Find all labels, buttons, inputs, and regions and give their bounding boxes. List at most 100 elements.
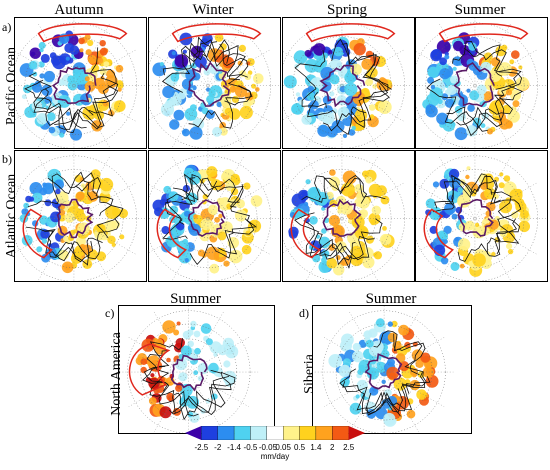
colorbar-tick-label: -0.5	[243, 443, 258, 452]
field-blob	[439, 68, 451, 80]
coastline	[44, 229, 103, 263]
panel-c-title: Summer	[170, 291, 221, 307]
field-blob	[443, 225, 452, 234]
field-blob	[45, 247, 57, 259]
field-blob	[38, 41, 46, 50]
field-blob	[342, 358, 352, 367]
coastline	[181, 174, 240, 203]
field-blob	[147, 355, 161, 369]
field-blob	[475, 222, 480, 227]
field-blob	[119, 234, 125, 240]
field-blob	[55, 191, 69, 205]
region-outline	[423, 208, 454, 259]
field-blob	[67, 75, 76, 84]
field-blob	[173, 109, 185, 121]
field-blob	[459, 263, 465, 269]
field-blob	[339, 201, 353, 215]
colorbar-segment	[201, 425, 218, 441]
field-blob	[425, 198, 436, 209]
field-blob	[420, 352, 431, 363]
field-blob	[57, 94, 71, 108]
coastline	[219, 43, 251, 106]
field-blob	[161, 226, 170, 235]
field-blob	[446, 84, 458, 95]
field-blob	[84, 34, 91, 41]
coastline	[189, 218, 255, 266]
contour-line	[56, 198, 94, 239]
field-blob	[335, 255, 341, 261]
field-blob	[342, 170, 357, 185]
coastline	[463, 44, 522, 90]
field-blob	[439, 57, 447, 66]
field-blob	[184, 258, 189, 263]
panel-atlantic-spring	[282, 150, 415, 282]
field-blob	[309, 216, 318, 225]
field-blob	[457, 191, 462, 196]
field-blob	[213, 352, 218, 357]
colorbar-segment	[217, 425, 235, 441]
field-blob	[305, 179, 311, 185]
region-outline	[128, 343, 171, 396]
field-blob	[373, 251, 382, 260]
coastline	[432, 173, 493, 213]
coastline	[393, 333, 427, 394]
field-blob	[206, 95, 215, 104]
field-blob	[466, 125, 478, 137]
panel-atlantic-autumn	[14, 150, 147, 282]
latitude-circle	[322, 310, 446, 433]
field-blob	[241, 244, 252, 255]
field-blob	[369, 114, 375, 120]
field-blob	[166, 357, 171, 363]
field-blob	[467, 104, 475, 112]
field-blob	[72, 67, 84, 79]
field-blob	[313, 43, 326, 56]
field-blob	[382, 226, 387, 231]
field-blob	[507, 110, 520, 123]
field-blob	[64, 212, 75, 223]
coastline	[294, 50, 327, 108]
field-blob	[329, 169, 336, 176]
field-blob	[209, 263, 220, 274]
colorbar	[185, 425, 365, 441]
coastline	[182, 39, 246, 81]
field-blob	[386, 366, 400, 380]
field-blob	[205, 338, 213, 346]
field-blob	[159, 406, 172, 419]
field-blob	[484, 187, 496, 200]
coastline	[341, 43, 389, 99]
field-blob	[458, 222, 468, 232]
field-blob	[361, 58, 373, 70]
field-blob	[150, 373, 155, 378]
field-blob	[229, 85, 237, 93]
field-blob	[59, 53, 71, 65]
field-blob	[251, 83, 257, 89]
field-blob	[166, 392, 175, 401]
column-title-winter: Winter	[192, 2, 234, 18]
latitude-circle	[365, 353, 404, 391]
field-blob	[171, 51, 176, 56]
field-blob	[238, 44, 246, 52]
field-blob	[244, 73, 252, 81]
region-outline	[156, 208, 187, 259]
field-blob	[509, 59, 515, 65]
field-blob	[155, 338, 164, 347]
field-blob	[178, 250, 192, 264]
field-blob	[387, 358, 395, 367]
field-blob	[480, 123, 486, 128]
field-blob	[363, 330, 373, 339]
field-blob	[29, 182, 43, 195]
field-blob	[352, 350, 364, 363]
field-blob	[93, 77, 106, 90]
coastline	[25, 226, 94, 266]
contour-line	[364, 353, 403, 390]
field-blob	[194, 347, 201, 355]
field-blob	[317, 124, 330, 137]
field-blob	[379, 233, 392, 246]
field-blob	[422, 366, 434, 378]
field-blob	[166, 235, 179, 248]
field-blob	[42, 182, 47, 187]
coastline	[426, 78, 488, 132]
field-blob	[255, 87, 260, 92]
field-blob	[454, 127, 468, 141]
field-blob	[352, 91, 366, 105]
